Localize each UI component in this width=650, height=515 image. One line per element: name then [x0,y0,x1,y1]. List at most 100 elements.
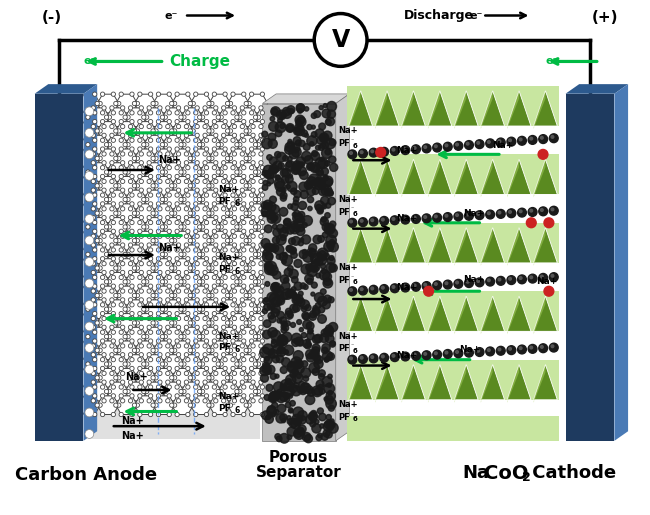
Circle shape [130,193,134,197]
Circle shape [119,413,124,417]
Circle shape [256,307,261,312]
Circle shape [170,321,174,325]
Circle shape [307,342,311,347]
Text: 6: 6 [352,280,357,285]
Circle shape [151,101,155,106]
Circle shape [289,408,293,413]
Circle shape [320,255,326,261]
Circle shape [204,357,209,362]
Circle shape [203,353,207,357]
Circle shape [274,245,284,255]
Circle shape [158,161,162,165]
Circle shape [139,270,144,274]
Text: Na+: Na+ [339,332,358,341]
Circle shape [311,292,315,296]
Polygon shape [135,177,156,195]
Polygon shape [172,259,193,278]
Circle shape [264,394,270,400]
Circle shape [270,391,280,401]
Circle shape [107,389,112,393]
Circle shape [186,193,190,197]
Polygon shape [181,382,203,401]
Polygon shape [454,228,478,263]
Circle shape [232,215,237,220]
Circle shape [126,170,130,174]
Circle shape [273,167,279,173]
Circle shape [101,330,105,334]
Polygon shape [336,94,350,441]
Circle shape [111,229,116,233]
Polygon shape [153,177,175,195]
Polygon shape [237,272,259,291]
Circle shape [219,362,224,366]
Circle shape [268,351,273,355]
Circle shape [210,266,214,270]
Circle shape [434,352,437,355]
Circle shape [223,174,227,179]
Circle shape [497,277,505,285]
Circle shape [291,333,302,344]
Circle shape [167,92,172,96]
Circle shape [359,218,367,227]
Circle shape [263,180,268,185]
Circle shape [195,270,200,274]
Circle shape [148,229,153,233]
Circle shape [204,312,209,316]
Circle shape [157,248,161,252]
Circle shape [186,312,190,316]
Polygon shape [209,231,231,250]
Circle shape [244,101,248,106]
Circle shape [105,115,109,119]
Circle shape [302,333,307,338]
Circle shape [231,92,235,96]
Circle shape [539,344,547,353]
Circle shape [138,394,142,398]
Circle shape [147,298,151,302]
Polygon shape [79,314,100,332]
Circle shape [287,141,294,148]
Circle shape [259,207,263,211]
Circle shape [320,143,326,148]
Circle shape [204,138,209,142]
Polygon shape [107,163,128,181]
Polygon shape [255,355,277,373]
Circle shape [276,175,280,179]
Polygon shape [246,259,268,278]
Circle shape [85,301,94,310]
Circle shape [242,413,246,417]
Circle shape [260,193,265,197]
Circle shape [280,414,287,421]
Circle shape [260,147,265,151]
Circle shape [310,180,318,188]
Circle shape [263,165,274,176]
Circle shape [300,383,311,393]
Circle shape [289,384,297,392]
Circle shape [182,362,186,366]
Circle shape [157,339,161,343]
Polygon shape [162,135,184,154]
Circle shape [497,138,505,147]
Circle shape [242,174,246,179]
Circle shape [250,366,254,371]
Circle shape [110,262,114,266]
Circle shape [477,280,480,282]
Circle shape [244,266,248,270]
Circle shape [92,229,97,233]
Circle shape [223,339,227,343]
Circle shape [282,332,292,342]
Circle shape [303,376,309,381]
Circle shape [129,215,133,220]
Circle shape [130,312,134,316]
Bar [348,86,558,126]
Circle shape [369,285,378,294]
Circle shape [126,115,130,119]
Circle shape [166,234,170,238]
Circle shape [184,207,188,211]
Circle shape [262,365,271,373]
Circle shape [95,211,99,215]
Polygon shape [349,228,361,266]
Circle shape [286,226,294,234]
Polygon shape [172,341,193,359]
Circle shape [298,425,306,433]
Circle shape [102,125,106,129]
